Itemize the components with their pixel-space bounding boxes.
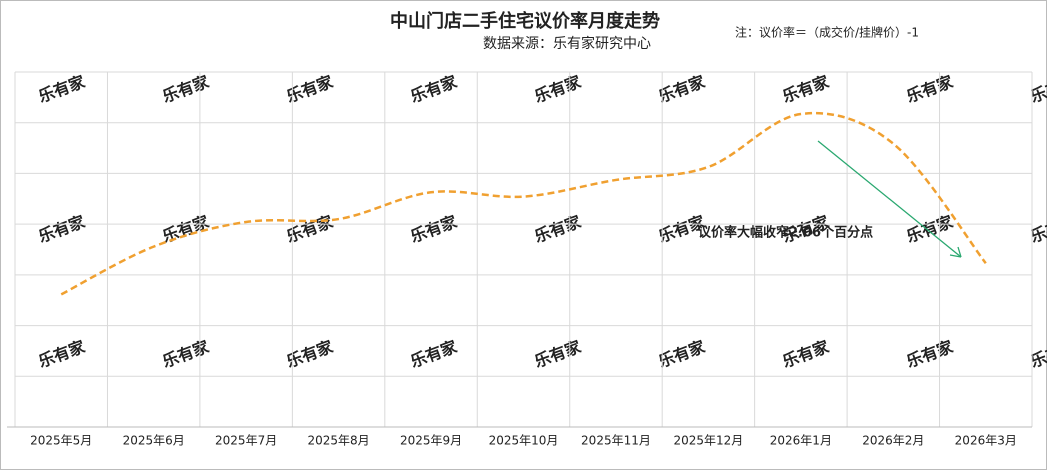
x-tick-label: 2025年9月: [400, 434, 462, 448]
x-tick-label: 2025年7月: [215, 434, 277, 448]
x-tick-label: 2025年5月: [30, 434, 92, 448]
x-tick-label: 2026年1月: [770, 434, 832, 448]
x-tick-label: 2025年8月: [307, 434, 369, 448]
x-tick-label: 2025年6月: [123, 434, 185, 448]
annotation: 议价率大幅收窄2.06个百分点: [698, 225, 873, 241]
chart-note: 注：议价率＝（成交价/挂牌价）-1: [735, 25, 919, 40]
x-tick-label: 2025年10月: [489, 434, 559, 448]
chart-subtitle: 数据来源：乐有家研究中心: [483, 35, 651, 52]
x-tick-label: 2026年3月: [955, 434, 1017, 448]
x-tick-label: 2025年11月: [581, 434, 651, 448]
chart-title: 中山门店二手住宅议价率月度走势: [390, 10, 660, 32]
line: [60, 111, 987, 296]
x-tick-label: 2026年2月: [862, 434, 924, 448]
x-tick-label: 2025年12月: [674, 434, 744, 448]
arrow: [817, 140, 962, 258]
arrow-head: [949, 246, 962, 258]
